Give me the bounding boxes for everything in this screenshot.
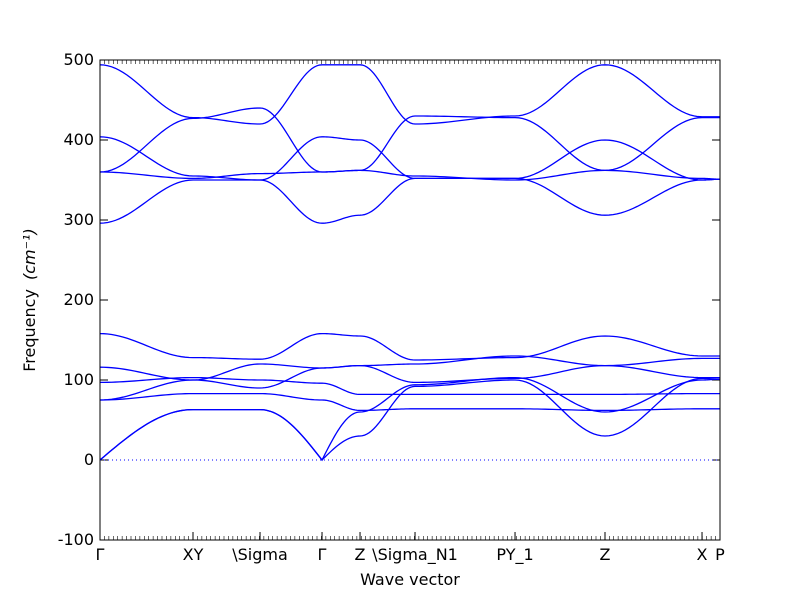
y-tick-label: 300 — [63, 210, 94, 229]
x-tick-label: X — [697, 545, 708, 564]
x-tick-labels: Γ XY \Sigma Γ Z \Sigma_N1 PY_1 Z X P — [96, 545, 726, 565]
band-line-10 — [99, 136, 720, 181]
x-axis-label: Wave vector — [360, 570, 460, 589]
band-line-1 — [99, 376, 720, 462]
band-series — [99, 64, 720, 462]
y-tick-label: 100 — [63, 370, 94, 389]
band-line-6 — [99, 355, 720, 381]
x-tick-label: PY_1 — [496, 545, 533, 565]
x-tick-label: Γ — [318, 545, 327, 564]
band-line-7 — [99, 332, 720, 361]
band-line-11 — [99, 107, 720, 173]
band-line-8 — [99, 177, 720, 224]
x-tick-label: Z — [600, 545, 611, 564]
x-tick-label: \Sigma — [232, 545, 288, 564]
band-line-3 — [99, 392, 720, 412]
band-line-12 — [99, 64, 720, 125]
y-tick-label: 400 — [63, 130, 94, 149]
x-tick-label: P — [715, 545, 725, 564]
y-tick-label: 500 — [63, 50, 94, 69]
y-axis-label-unit: (cm⁻¹) — [20, 228, 39, 280]
axis-ticks — [99, 59, 721, 541]
x-tick-label: Z — [355, 545, 366, 564]
y-axis-label: Frequency (cm⁻¹) — [20, 228, 39, 371]
plot-frame — [99, 59, 721, 541]
band-line-4 — [99, 364, 720, 401]
y-tick-label: 0 — [84, 450, 94, 469]
y-axis-label-text: Frequency — [20, 289, 39, 372]
x-tick-label: XY — [183, 545, 204, 564]
band-line-9 — [99, 169, 720, 181]
y-tick-labels: -100 0 100 200 300 400 500 — [58, 50, 94, 549]
band-line-2 — [99, 377, 720, 461]
y-tick-label: -100 — [58, 530, 94, 549]
y-tick-label: 200 — [63, 290, 94, 309]
x-tick-label: \Sigma_N1 — [372, 545, 458, 565]
band-line-5 — [99, 376, 720, 396]
x-tick-label: Γ — [96, 545, 105, 564]
